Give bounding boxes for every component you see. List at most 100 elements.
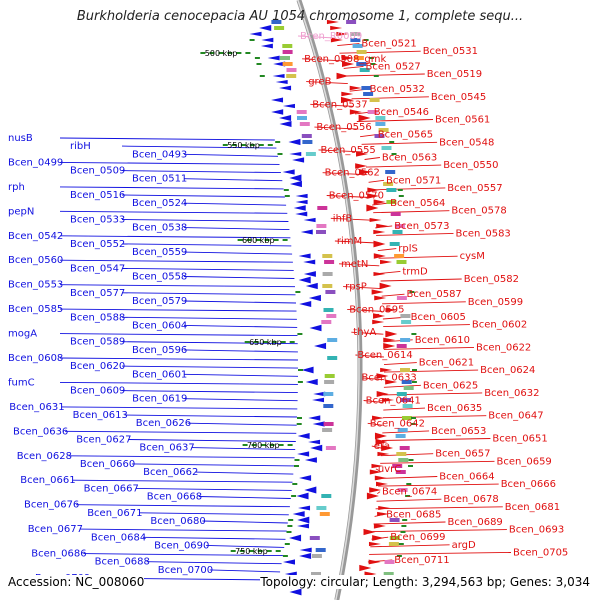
gene-label[interactable]: Bcen_0508_gmk (304, 54, 386, 65)
gene-label[interactable]: Bcen_0711 (394, 555, 449, 566)
gene-label[interactable]: Bcen_0653 (431, 426, 486, 437)
gene-label[interactable]: Bcen_0693 (509, 525, 564, 536)
gene-label[interactable]: Bcen_0588 (70, 312, 125, 323)
gene-label[interactable]: Bcen_0579 (132, 296, 187, 307)
gene-label[interactable]: Bcen_0681 (505, 502, 560, 513)
gene-label[interactable]: Bcen_0582 (464, 274, 519, 285)
gene-label[interactable]: Bcen_0550 (443, 160, 498, 171)
gene-label[interactable]: Bcen_0559 (132, 247, 187, 258)
gene-label[interactable]: Bcen_0642 (370, 418, 425, 429)
gene-label[interactable]: Bcen_0511 (132, 174, 187, 185)
gene-label[interactable]: Bcen_0578 (451, 206, 506, 217)
gene-label[interactable]: fumC (8, 377, 35, 388)
gene-label[interactable]: Bcen_0577 (70, 288, 125, 299)
gene-label[interactable]: Bcen_0610 (415, 335, 470, 346)
gene-label[interactable]: Bcen_0564 (390, 198, 445, 209)
gene-label[interactable]: Bcen_0613 (73, 410, 128, 421)
gene-label[interactable]: Bcen_0599 (468, 297, 523, 308)
gene-label[interactable]: Bcen_0614 (357, 350, 412, 361)
gene-label[interactable]: Bcen_0557 (447, 183, 502, 194)
gene-label[interactable]: Bcen_0620 (70, 361, 125, 372)
gene-label[interactable]: Bcen_0601 (132, 369, 187, 380)
gene-label[interactable]: Bcen_0524 (132, 198, 187, 209)
gene-label[interactable]: Bcen_0561 (435, 115, 490, 126)
gene-label[interactable]: Bcen_0619 (132, 394, 187, 405)
gene-label[interactable]: Bcen_0636 (13, 426, 68, 437)
gene-label[interactable]: Bcen_0531 (423, 46, 478, 57)
gene-label[interactable]: Bcen_0565 (378, 130, 433, 141)
gene-label[interactable]: Bcen_0545 (431, 92, 486, 103)
gene-label[interactable]: Bcen_0602 (472, 320, 527, 331)
gene-label[interactable]: ribH (70, 141, 91, 152)
gene-label[interactable]: uvrC (378, 464, 401, 475)
gene-label[interactable]: Bcen_0493 (132, 149, 187, 160)
gene-label[interactable]: Bcen_0587 (407, 289, 462, 300)
gene-label[interactable]: Bcen_0596 (132, 345, 187, 356)
gene-label[interactable]: Bcen_0657 (435, 449, 490, 460)
gene-label[interactable]: Bcen_0622 (476, 342, 531, 353)
gene-label[interactable]: Bcen_0604 (132, 320, 187, 331)
gene-label[interactable]: Bcen_0677 (28, 524, 83, 535)
gene-label[interactable]: Bcen_0705 (513, 547, 568, 558)
gene-label[interactable]: Bcen_0509 (70, 166, 125, 177)
gene-label[interactable]: rph (8, 182, 25, 193)
gene-label[interactable]: Bcen_0664 (439, 472, 494, 483)
gene-label[interactable]: nusB (8, 133, 33, 144)
gene-label[interactable]: Bcen_0608 (8, 353, 63, 364)
gene-label[interactable]: rimM (337, 236, 362, 247)
gene-label[interactable]: Bcen_0632 (484, 388, 539, 399)
gene-label[interactable]: Bcen_0538 (132, 223, 187, 234)
gene-label[interactable]: Bcen_0680 (150, 516, 205, 527)
gene-label[interactable]: Bcen_0661 (20, 475, 75, 486)
gene-label[interactable]: Bcen_0631 (9, 402, 64, 413)
gene-label[interactable]: Bcen_0558 (132, 272, 187, 283)
gene-label[interactable]: Bcen_0626 (136, 418, 191, 429)
gene-label[interactable]: Bcen_0666 (501, 479, 556, 490)
gene-label[interactable]: Bcen_0668 (147, 492, 202, 503)
gene-label[interactable]: Bcen_0553 (8, 280, 63, 291)
gene-label[interactable]: Bcen_0589 (70, 337, 125, 348)
gene-label[interactable]: Bcen_0676 (24, 500, 79, 511)
gene-label[interactable]: Bcen_0605 (411, 312, 466, 323)
gene-label[interactable]: Bcen_0499 (8, 157, 63, 168)
gene-label[interactable]: Bcen_0684 (91, 532, 146, 543)
gene-label[interactable]: ihfB (333, 213, 353, 224)
gene-label[interactable]: Bcen_0699 (390, 532, 445, 543)
gene-label[interactable]: Bcen_0542 (8, 231, 63, 242)
gene-label[interactable]: Bcen_0548 (439, 137, 494, 148)
gene-label[interactable]: era (374, 441, 390, 452)
gene-label[interactable]: Bcen_0628 (17, 451, 72, 462)
gene-label[interactable]: Bcen_0660 (80, 459, 135, 470)
gene-label[interactable]: Bcen_0641 (366, 396, 421, 407)
gene-label[interactable]: mogA (8, 329, 37, 340)
gene-label[interactable]: Bcen_0633 (362, 373, 417, 384)
gene-label[interactable]: Bcen_0678 (443, 494, 498, 505)
gene-label[interactable]: Bcen_0547 (70, 263, 125, 274)
gene-label[interactable]: Bcen_0686 (31, 549, 86, 560)
gene-label[interactable]: Bcen_0573 (394, 221, 449, 232)
gene-label[interactable]: thyA (353, 327, 376, 338)
gene-label[interactable]: Bcen_0635 (427, 403, 482, 414)
gene-label[interactable]: Bcen_0689 (448, 517, 503, 528)
gene-label[interactable]: Bcen_0527 (366, 61, 421, 72)
gene-label[interactable]: Bcen_0521 (361, 39, 416, 50)
gene-label[interactable]: Bcen_0563 (382, 153, 437, 164)
gene-label[interactable]: trmD (402, 266, 428, 277)
gene-label[interactable]: Bcen_0552 (70, 239, 125, 250)
gene-label[interactable]: Bcen_0585 (8, 304, 63, 315)
gene-label[interactable]: Bcen_R0009 (300, 31, 362, 42)
gene-label[interactable]: Bcen_0671 (87, 508, 142, 519)
gene-label[interactable]: Bcen_0685 (386, 509, 441, 520)
gene-label[interactable]: Bcen_0537 (312, 99, 367, 110)
gene-label[interactable]: metN (341, 259, 368, 270)
gene-label[interactable]: Bcen_0546 (374, 107, 429, 118)
gene-label[interactable]: Bcen_0570 (329, 191, 384, 202)
gene-label[interactable]: argD (452, 540, 476, 551)
gene-label[interactable]: Bcen_0651 (492, 434, 547, 445)
gene-label[interactable]: Bcen_0609 (70, 386, 125, 397)
gene-label[interactable]: rpsP (345, 282, 367, 293)
gene-label[interactable]: Bcen_0562 (325, 168, 380, 179)
gene-label[interactable]: Bcen_0627 (76, 435, 131, 446)
gene-label[interactable]: Bcen_0555 (321, 145, 376, 156)
gene-label[interactable]: Bcen_0637 (139, 443, 194, 454)
